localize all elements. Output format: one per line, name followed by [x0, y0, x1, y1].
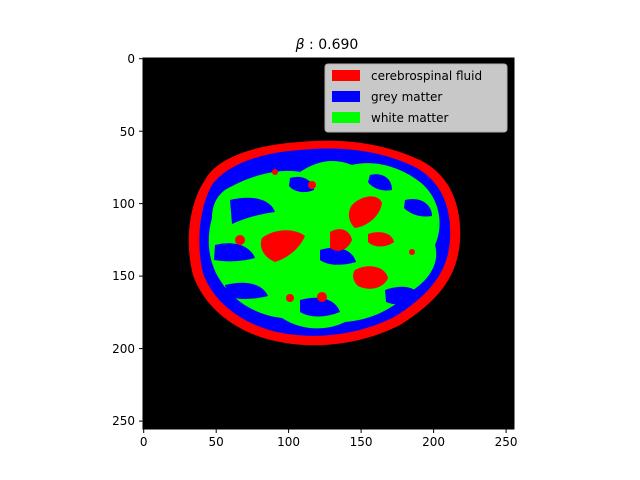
csf-spot-6 — [409, 249, 415, 255]
csf-spot-5 — [272, 169, 278, 175]
csf-spot-4 — [308, 181, 316, 189]
title-beta-symbol: β — [295, 37, 305, 53]
y-tick-label: 150 — [112, 269, 135, 283]
y-tick-label: 0 — [127, 52, 135, 66]
csf-spot-1 — [235, 235, 245, 245]
legend-label-csf: cerebrospinal fluid — [371, 69, 482, 83]
axes-frame — [142, 57, 515, 430]
y-tick-label: 250 — [112, 414, 135, 428]
right-ventricle-posterior — [353, 266, 388, 289]
ventricles — [235, 169, 415, 302]
y-axis: 0 50 100 150 200 250 — [112, 52, 143, 428]
right-ventricle-anterior — [348, 196, 382, 228]
legend-label-white-matter: white matter — [371, 111, 448, 125]
plot-title: β : 0.690 — [295, 37, 359, 53]
central-ventricle — [330, 229, 352, 251]
title-value: : 0.690 — [305, 37, 359, 53]
legend-item-csf: cerebrospinal fluid — [332, 69, 482, 83]
legend-swatch-grey-matter — [332, 91, 360, 102]
x-tick-label: 0 — [140, 435, 148, 449]
legend-swatch-csf — [332, 70, 360, 81]
legend-swatch-white-matter — [332, 112, 360, 123]
x-tick-label: 150 — [350, 435, 373, 449]
x-axis: 0 50 100 150 200 250 — [140, 429, 518, 449]
legend-item-white-matter: white matter — [332, 111, 448, 125]
x-tick-label: 50 — [209, 435, 224, 449]
x-tick-label: 200 — [422, 435, 445, 449]
y-tick-label: 100 — [112, 197, 135, 211]
legend-box — [324, 63, 508, 133]
legend-label-grey-matter: grey matter — [371, 90, 442, 104]
y-tick-label: 50 — [120, 125, 135, 139]
left-ventricle — [260, 230, 305, 262]
legend: cerebrospinal fluid grey matter white ma… — [324, 63, 508, 133]
legend-item-grey-matter: grey matter — [332, 90, 442, 104]
ventricle-small-1 — [368, 232, 394, 247]
grey-matter-sulci — [214, 174, 432, 317]
y-tick-label: 200 — [112, 342, 135, 356]
csf-spot-2 — [286, 294, 294, 302]
x-tick-label: 250 — [495, 435, 518, 449]
csf-spot-3 — [317, 292, 327, 302]
x-tick-label: 100 — [277, 435, 300, 449]
